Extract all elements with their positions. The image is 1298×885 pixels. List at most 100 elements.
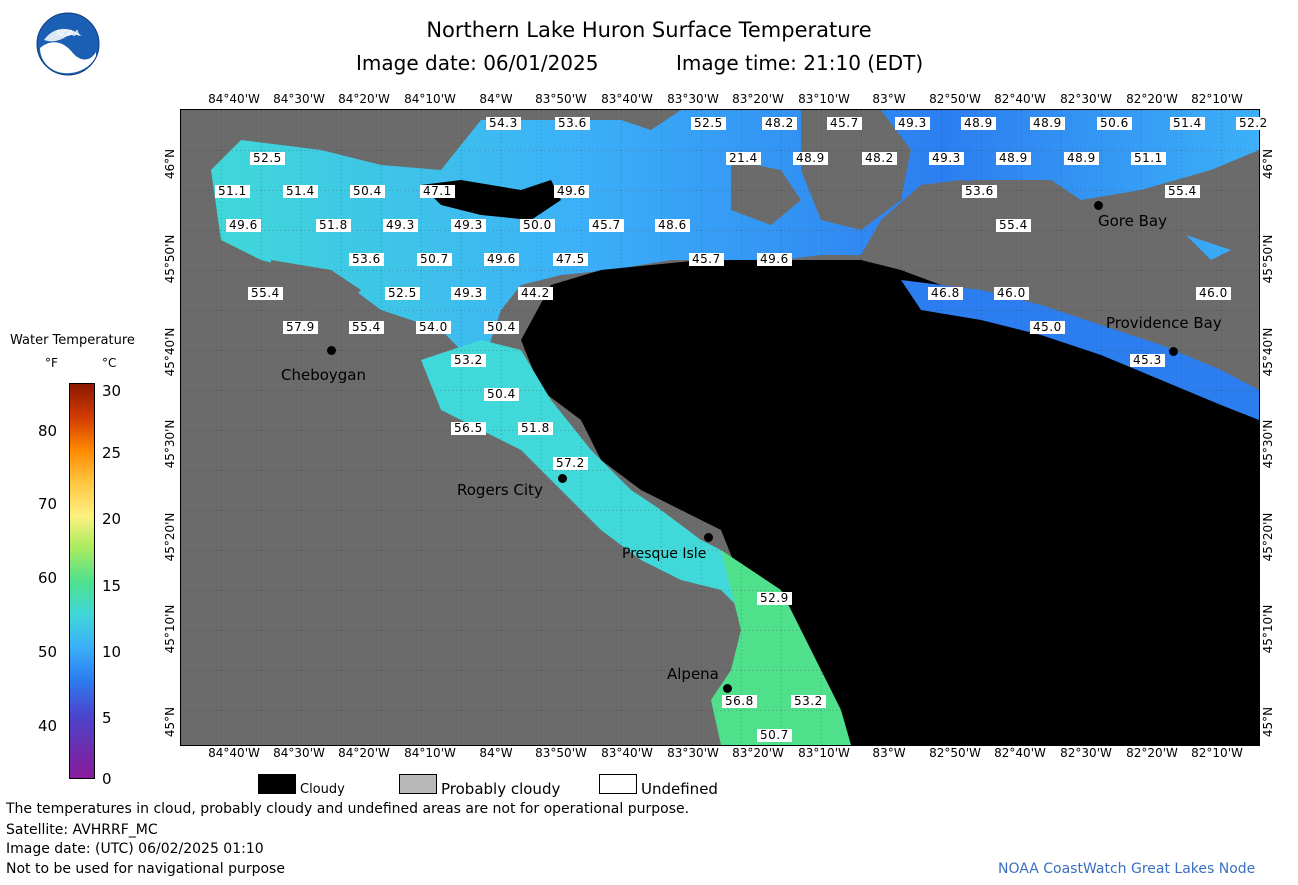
lon-label: 83°W	[872, 746, 906, 760]
lon-label: 82°10'W	[1191, 746, 1243, 760]
temperature-label: 53.2	[791, 695, 826, 708]
temperature-label: 56.5	[451, 422, 486, 435]
footer-disclaimer: The temperatures in cloud, probably clou…	[6, 801, 690, 817]
temperature-label: 49.6	[757, 253, 792, 266]
temperature-label: 50.4	[484, 388, 519, 401]
temperature-label: 48.9	[1030, 117, 1065, 130]
temperature-label: 51.1	[215, 185, 250, 198]
lon-label: 82°30'W	[1060, 92, 1112, 106]
temperature-label: 21.4	[726, 152, 761, 165]
lat-label: 45°N	[1261, 706, 1275, 738]
lat-label: 45°30'N	[163, 419, 177, 469]
lat-label: 45°20'N	[1261, 512, 1275, 562]
lon-label: 84°10'W	[404, 746, 456, 760]
lon-label: 82°20'W	[1126, 92, 1178, 106]
lon-label: 84°20'W	[338, 92, 390, 106]
lon-label: 84°30'W	[273, 92, 325, 106]
lat-label: 45°40'N	[163, 327, 177, 377]
temperature-label: 49.6	[226, 219, 261, 232]
place-providence-bay: Providence Bay	[1106, 314, 1222, 332]
lon-label: 82°20'W	[1126, 746, 1178, 760]
temperature-label: 46.0	[994, 287, 1029, 300]
undefined-swatch	[599, 774, 637, 794]
temperature-label: 48.6	[655, 219, 690, 232]
place-presque-isle: Presque Isle	[622, 546, 707, 562]
colorbar	[69, 383, 95, 779]
place-alpena: Alpena	[667, 665, 719, 683]
temperature-label: 48.9	[961, 117, 996, 130]
lon-label: 82°50'W	[929, 746, 981, 760]
temperature-label: 50.4	[484, 321, 519, 334]
c-tick: 0	[102, 770, 112, 788]
lon-label: 83°10'W	[798, 746, 850, 760]
temperature-label: 48.9	[996, 152, 1031, 165]
temperature-label: 46.8	[928, 287, 963, 300]
city-dot-icon	[704, 533, 713, 542]
city-dot-icon	[1094, 201, 1103, 210]
place-cheboygan: Cheboygan	[281, 366, 367, 384]
temperature-label: 54.0	[416, 321, 451, 334]
temperature-label: 44.2	[518, 287, 553, 300]
c-tick: 10	[102, 643, 122, 661]
temperature-label: 45.7	[589, 219, 624, 232]
lon-label: 83°20'W	[732, 92, 784, 106]
lon-label: 83°30'W	[667, 92, 719, 106]
lat-label: 46°N	[1261, 148, 1275, 180]
lon-label: 84°20'W	[338, 746, 390, 760]
temperature-label: 50.4	[350, 185, 385, 198]
temperature-label: 50.7	[417, 253, 452, 266]
f-tick: 80	[38, 422, 58, 440]
lon-label: 83°50'W	[535, 92, 587, 106]
temperature-label: 48.9	[793, 152, 828, 165]
lon-label: 83°W	[872, 92, 906, 106]
image-time: Image time: 21:10 (EDT)	[676, 51, 924, 75]
temperature-label: 57.2	[553, 457, 588, 470]
temperature-label: 49.3	[451, 219, 486, 232]
temperature-label: 55.4	[996, 219, 1031, 232]
colorbar-unit-c: °C	[102, 356, 117, 370]
lat-label: 45°30'N	[1261, 419, 1275, 469]
map-title: Northern Lake Huron Surface Temperature	[426, 18, 872, 42]
temperature-label: 56.8	[722, 695, 757, 708]
temperature-label: 55.4	[1165, 185, 1200, 198]
footer-satellite: Satellite: AVHRRF_MC	[6, 822, 158, 838]
temperature-label: 45.0	[1030, 321, 1065, 334]
temperature-label: 50.0	[520, 219, 555, 232]
temperature-label: 53.6	[962, 185, 997, 198]
temperature-label: 50.7	[757, 729, 792, 742]
temperature-label: 57.9	[283, 321, 318, 334]
temperature-label: 45.7	[689, 253, 724, 266]
probably-cloudy-swatch	[399, 774, 437, 794]
temperature-label: 51.4	[283, 185, 318, 198]
city-dot-icon	[1169, 347, 1178, 356]
city-dot-icon	[723, 684, 732, 693]
temperature-label: 52.2	[1236, 117, 1271, 130]
legend-probably-cloudy: Probably cloudy	[441, 780, 561, 798]
lat-label: 45°10'N	[163, 604, 177, 654]
lon-label: 82°40'W	[994, 746, 1046, 760]
temperature-label: 55.4	[349, 321, 384, 334]
c-tick: 5	[102, 709, 112, 727]
graticule	[181, 110, 1259, 745]
lat-label: 45°N	[163, 706, 177, 738]
temperature-label: 48.2	[862, 152, 897, 165]
c-tick: 15	[102, 577, 122, 595]
lat-label: 45°10'N	[1261, 604, 1275, 654]
f-tick: 60	[38, 569, 58, 587]
lon-label: 82°50'W	[929, 92, 981, 106]
temperature-label: 47.1	[420, 185, 455, 198]
image-date: Image date: 06/01/2025	[356, 51, 599, 75]
c-tick: 25	[102, 444, 122, 462]
place-rogers-city: Rogers City	[457, 481, 543, 499]
f-tick: 50	[38, 643, 58, 661]
temperature-label: 52.5	[691, 117, 726, 130]
lon-label: 84°40'W	[208, 746, 260, 760]
cloudy-swatch	[258, 774, 296, 794]
temperature-label: 52.9	[757, 592, 792, 605]
temperature-label: 51.8	[518, 422, 553, 435]
legend-cloudy: Cloudy	[300, 782, 345, 797]
temperature-label: 47.5	[553, 253, 588, 266]
f-tick: 70	[38, 495, 58, 513]
lat-label: 45°20'N	[163, 512, 177, 562]
temperature-label: 48.9	[1064, 152, 1099, 165]
